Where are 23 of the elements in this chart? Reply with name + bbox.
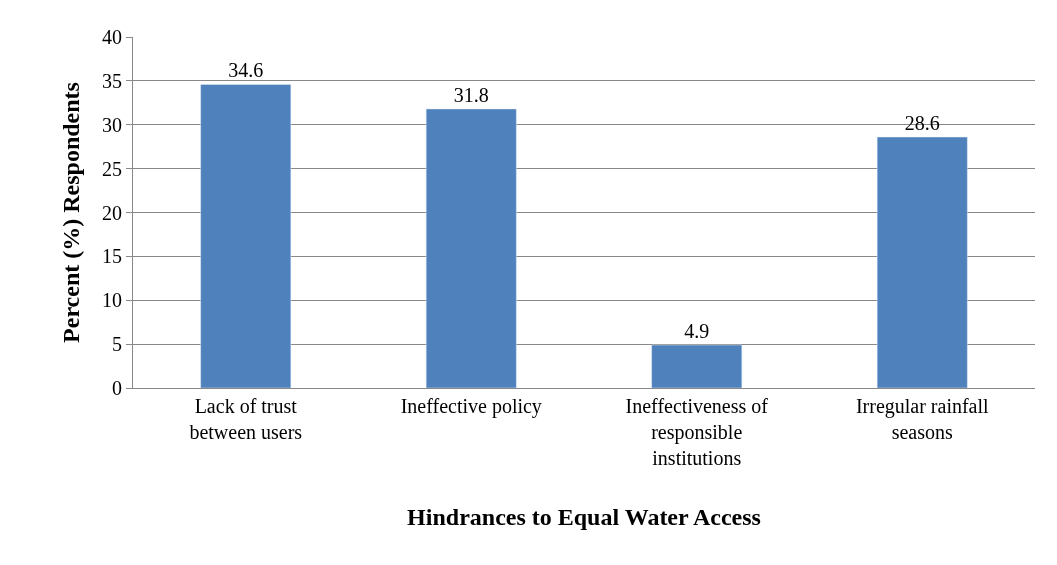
data-label: 31.8 <box>453 83 489 106</box>
x-tick-label: Ineffectiveness of responsible institutions <box>625 395 769 469</box>
x-axis-title: Hindrances to Equal Water Access <box>407 504 761 531</box>
y-tick-label: 35 <box>102 69 122 92</box>
data-label: 28.6 <box>904 112 940 135</box>
y-tick-label: 30 <box>102 113 122 136</box>
bar <box>200 84 292 388</box>
y-tick-label: 10 <box>102 289 122 312</box>
bar <box>651 344 743 388</box>
data-label: 34.6 <box>228 59 264 82</box>
y-axis-title: Percent (%) Respondents <box>58 82 85 343</box>
y-tick-label: 5 <box>112 333 122 356</box>
y-tick-label: 15 <box>102 245 122 268</box>
y-tick-label: 0 <box>112 377 122 399</box>
y-tick-label: 40 <box>102 26 122 48</box>
data-label: 4.9 <box>684 320 710 342</box>
x-tick-label: Ineffective policy <box>400 395 542 418</box>
bar <box>876 136 968 388</box>
x-tick-label: Lack of trust between users <box>189 395 303 443</box>
x-tick-label: Irregular rainfall seasons <box>855 395 990 443</box>
bar <box>425 108 517 388</box>
y-tick-label: 20 <box>102 201 122 224</box>
y-tick-label: 25 <box>102 157 122 180</box>
